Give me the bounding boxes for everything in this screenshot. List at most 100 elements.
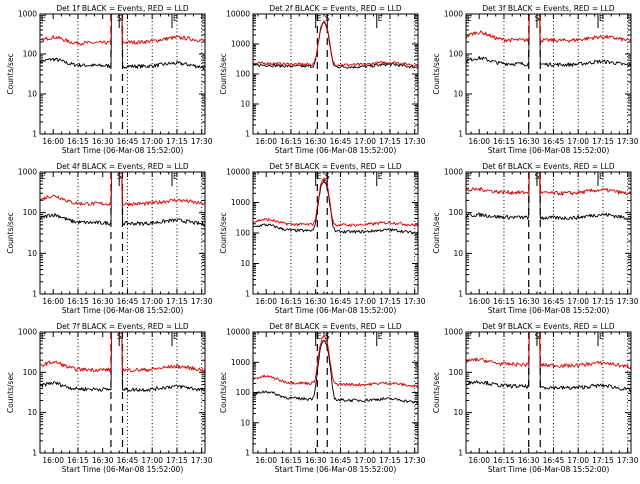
x-tick-label: 16:30 [518, 297, 540, 306]
y-tick-label: 100 [449, 50, 464, 59]
e-marker-label: E [173, 14, 178, 23]
series-line-lld [253, 20, 418, 68]
y-tick-label: 1000 [231, 198, 250, 207]
y-tick-label: 10 [453, 90, 463, 99]
series-line-lld [466, 172, 631, 196]
y-tick-label: 100 [23, 368, 38, 377]
e-marker-label: E [378, 332, 383, 341]
series-line-events [253, 21, 418, 70]
x-tick-label: 16:00 [42, 137, 64, 146]
chart-title: Det 2f BLACK = Events, RED = LLD [269, 4, 402, 13]
e-marker-label: E [317, 14, 322, 23]
x-tick-label: 16:30 [305, 137, 327, 146]
x-tick-label: 16:30 [305, 297, 327, 306]
series-line-events [466, 14, 631, 67]
x-tick-label: 17:15 [166, 456, 188, 465]
series-line-lld [466, 332, 631, 370]
e-marker-label: E [467, 172, 472, 181]
y-tick-label: 10 [27, 408, 37, 417]
x-tick-label: 17:15 [379, 456, 401, 465]
y-axis-label: Counts/sec [219, 53, 228, 94]
x-tick-label: 16:45 [543, 456, 565, 465]
e-marker-label: E [41, 14, 46, 23]
y-tick-label: 1000 [18, 328, 37, 337]
chart-title: Det 1f BLACK = Events, RED = LLD [56, 4, 189, 13]
chart-title: Det 7f BLACK = Events, RED = LLD [56, 322, 189, 331]
x-axis-label: Start Time (06-Mar-08 15:52:00) [62, 465, 184, 474]
series-line-events [466, 332, 631, 393]
x-tick-label: 17:00 [141, 297, 163, 306]
e-marker-label: E [317, 332, 322, 341]
y-axis-label: Counts/sec [432, 212, 441, 253]
y-tick-label: 10000 [226, 10, 250, 19]
y-axis-label: Counts/sec [432, 372, 441, 413]
x-tick-label: 16:45 [543, 137, 565, 146]
y-tick-label: 1 [458, 290, 463, 299]
e-marker-label: E [41, 332, 46, 341]
x-tick-label: 16:45 [117, 137, 139, 146]
y-tick-label: 1 [245, 130, 250, 139]
x-tick-label: 16:30 [518, 137, 540, 146]
y-tick-label: 10000 [226, 328, 250, 337]
series-line-events [40, 332, 205, 392]
e-marker-label: E [378, 172, 383, 181]
y-tick-label: 10 [27, 90, 37, 99]
x-axis-label: Start Time (06-Mar-08 15:52:00) [488, 465, 610, 474]
s-marker-label: S [117, 332, 122, 341]
x-tick-label: 17:30 [404, 297, 426, 306]
chart-panel-5: Det 5f BLACK = Events, RED = LLD Counts/s… [219, 162, 426, 315]
plot-frame [465, 331, 632, 454]
x-tick-label: 16:15 [280, 456, 302, 465]
s-marker-label: S [535, 14, 540, 23]
x-tick-label: 16:45 [117, 456, 139, 465]
x-tick-label: 16:45 [543, 297, 565, 306]
y-tick-label: 10 [240, 259, 250, 268]
y-tick-label: 100 [236, 229, 251, 238]
x-tick-label: 16:45 [330, 297, 352, 306]
x-tick-label: 16:45 [330, 137, 352, 146]
x-axis-label: Start Time (06-Mar-08 15:52:00) [62, 306, 184, 315]
s-marker-label: S [325, 14, 330, 23]
y-tick-label: 100 [449, 208, 464, 217]
x-tick-label: 16:15 [280, 137, 302, 146]
y-tick-label: 1 [458, 449, 463, 458]
y-tick-label: 100 [236, 70, 251, 79]
x-tick-label: 17:30 [617, 456, 639, 465]
e-marker-label: E [599, 172, 604, 181]
chart-title: Det 9f BLACK = Events, RED = LLD [482, 322, 615, 331]
x-tick-label: 16:30 [92, 137, 114, 146]
x-tick-label: 16:00 [42, 456, 64, 465]
x-tick-label: 16:00 [255, 137, 277, 146]
x-tick-label: 16:00 [468, 456, 490, 465]
x-tick-label: 17:00 [354, 297, 376, 306]
x-tick-label: 16:00 [42, 297, 64, 306]
y-tick-label: 1000 [18, 10, 37, 19]
chart-title: Det 8f BLACK = Events, RED = LLD [269, 322, 402, 331]
y-tick-label: 1000 [444, 328, 463, 337]
y-tick-label: 1 [458, 130, 463, 139]
y-tick-label: 1000 [231, 358, 250, 367]
x-tick-label: 17:15 [166, 297, 188, 306]
y-tick-label: 10 [240, 100, 250, 109]
y-tick-label: 1000 [444, 168, 463, 177]
y-tick-label: 100 [23, 50, 38, 59]
x-tick-label: 17:00 [141, 137, 163, 146]
series-line-events [253, 179, 418, 235]
plot-frame [252, 331, 419, 454]
x-tick-label: 16:00 [255, 297, 277, 306]
y-tick-label: 1000 [231, 40, 250, 49]
series-line-events [253, 340, 418, 404]
x-tick-label: 16:00 [255, 456, 277, 465]
y-axis-label: Counts/sec [6, 372, 15, 413]
chart-panel-1: Det 1f BLACK = Events, RED = LLD Counts/s… [6, 4, 213, 155]
y-tick-label: 10 [453, 408, 463, 417]
x-tick-label: 17:30 [191, 297, 213, 306]
y-tick-label: 100 [23, 208, 38, 217]
s-marker-label: S [117, 172, 122, 181]
y-axis-label: Counts/sec [219, 212, 228, 253]
x-tick-label: 16:45 [117, 297, 139, 306]
y-tick-label: 1000 [18, 168, 37, 177]
x-tick-label: 17:15 [166, 137, 188, 146]
